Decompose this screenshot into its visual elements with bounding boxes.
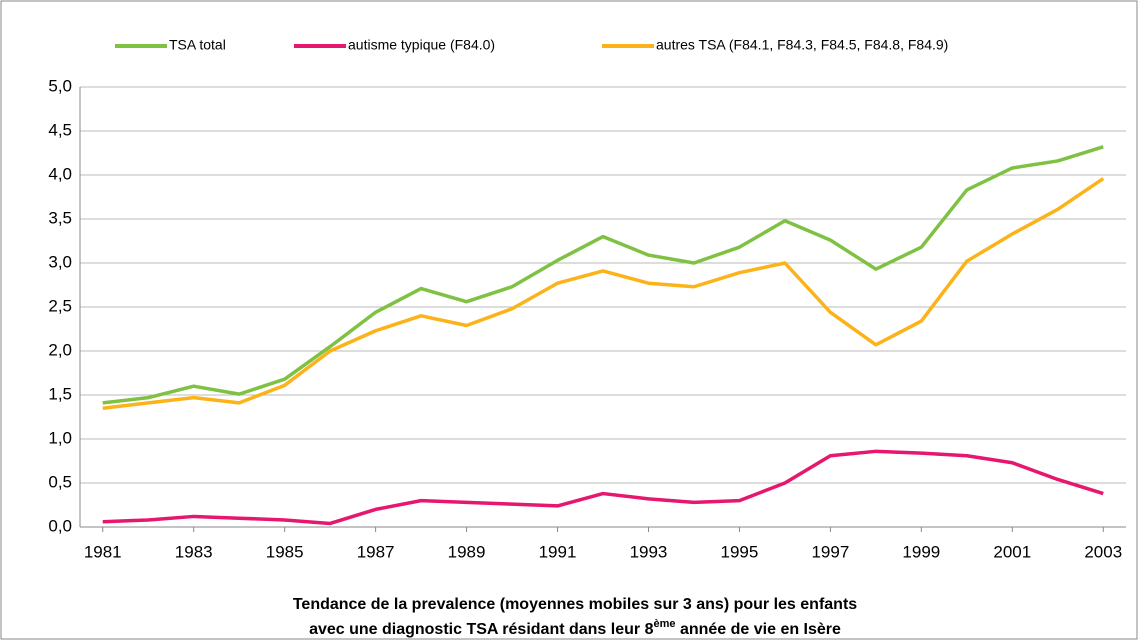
x-tick-label: 1991: [539, 542, 577, 561]
x-tick-label: 1987: [357, 542, 395, 561]
x-tick-label: 1989: [448, 542, 486, 561]
y-tick-label: 2,0: [48, 340, 72, 359]
x-tick-label: 1997: [811, 542, 849, 561]
x-axis-title-part: année de vie en Isère: [676, 621, 842, 638]
y-tick-label: 0,5: [48, 472, 72, 491]
x-tick-label: 1983: [175, 542, 213, 561]
y-tick-label: 3,0: [48, 252, 72, 271]
y-tick-label: 1,5: [48, 384, 72, 403]
x-tick-label: 2001: [993, 542, 1031, 561]
y-tick-label: 5,0: [48, 76, 72, 95]
x-tick-label: 1995: [721, 542, 759, 561]
y-tick-label: 1,0: [48, 428, 72, 447]
y-tick-label: 3,5: [48, 208, 72, 227]
x-axis-title-sup: ème: [653, 618, 675, 630]
x-tick-label: 1993: [630, 542, 668, 561]
y-tick-label: 2,5: [48, 296, 72, 315]
y-tick-label: 0,0: [48, 516, 72, 535]
series-line: [102, 449, 1104, 526]
y-tick-label: 4,0: [48, 164, 72, 183]
x-tick-label: 1985: [266, 542, 304, 561]
y-tick-label: 4,5: [48, 120, 72, 139]
series-line: [102, 177, 1105, 410]
x-axis-title: avec une diagnostic TSA résidant dans le…: [309, 618, 841, 638]
x-tick-label: 2003: [1084, 542, 1122, 561]
x-axis-title-part: avec une diagnostic TSA résidant dans le…: [309, 621, 654, 638]
legend-label: TSA total: [169, 37, 226, 53]
x-tick-label: 1981: [84, 542, 122, 561]
series-line: [102, 145, 1104, 405]
legend-label: autres TSA (F84.1, F84.3, F84.5, F84.8, …: [656, 37, 948, 53]
legend-label: autisme typique (F84.0): [348, 37, 495, 53]
x-axis-title: Tendance de la prevalence (moyennes mobi…: [293, 596, 857, 613]
x-tick-label: 1999: [902, 542, 940, 561]
